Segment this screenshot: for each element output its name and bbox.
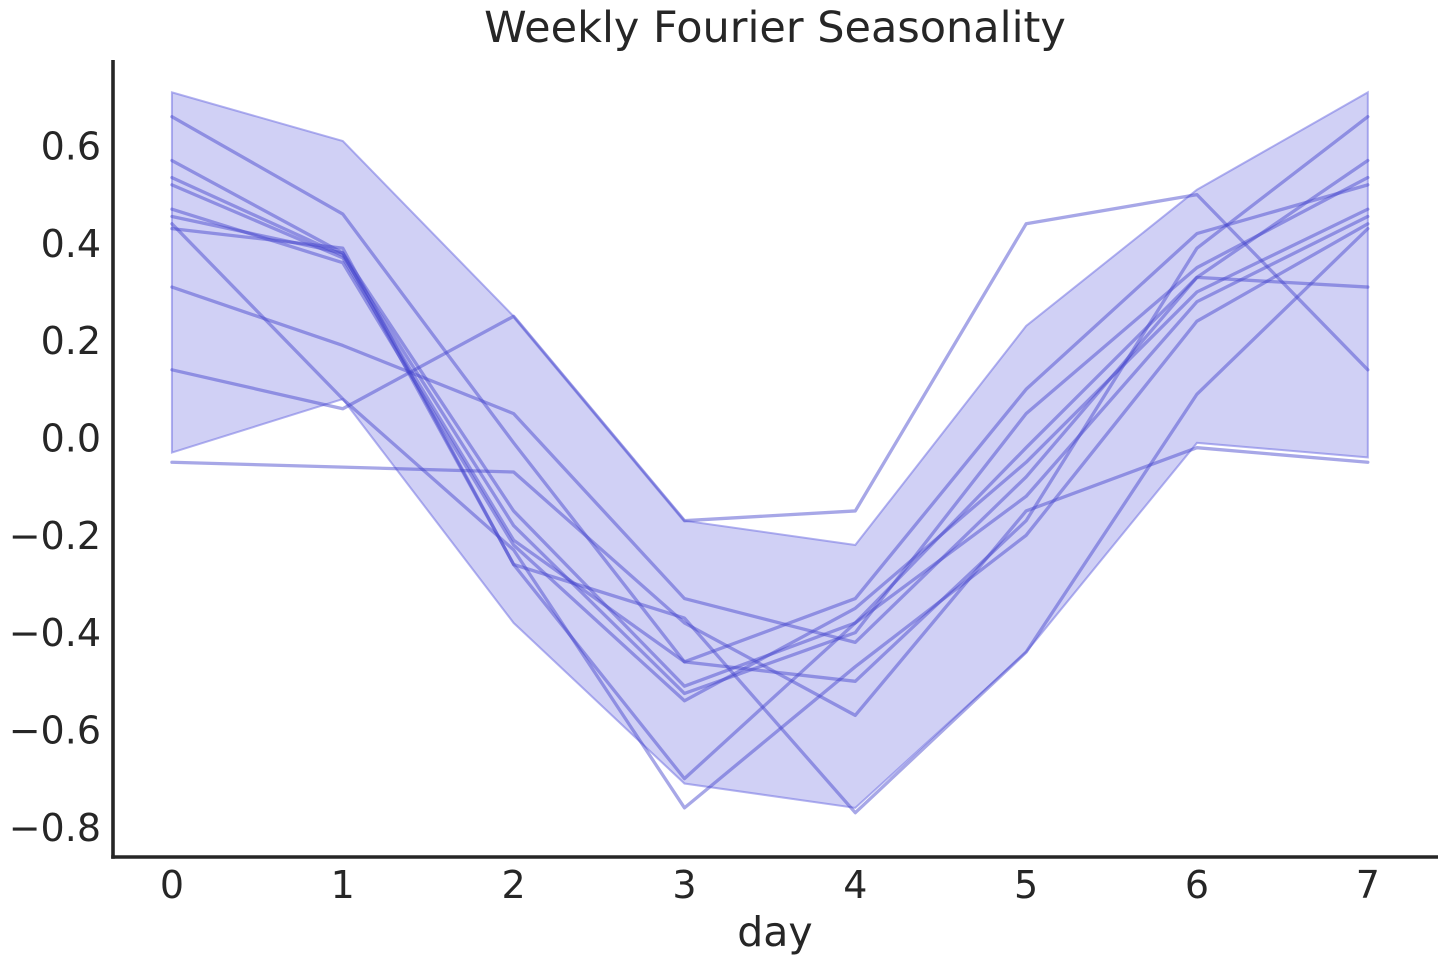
x-tick-label: 3 bbox=[672, 863, 696, 907]
y-tick-label: 0.6 bbox=[41, 124, 101, 168]
x-tick-label: 5 bbox=[1014, 863, 1038, 907]
y-tick-labels: 0.6 0.4 0.2 0.0 −0.2 −0.4 −0.6 −0.8 bbox=[9, 124, 101, 849]
y-tick-label: 0.2 bbox=[41, 319, 101, 363]
x-tick-label: 0 bbox=[160, 863, 184, 907]
sample-line-5 bbox=[170, 207, 1370, 703]
uncertainty-band bbox=[170, 90, 1369, 809]
sample-line-8 bbox=[170, 227, 1370, 815]
x-tick-label: 2 bbox=[502, 863, 526, 907]
sample-line-1 bbox=[170, 115, 1370, 683]
sample-line-10 bbox=[170, 446, 1370, 718]
y-tick-label: −0.8 bbox=[9, 806, 101, 850]
y-tick-label: −0.6 bbox=[9, 708, 101, 752]
y-tick-label: 0.0 bbox=[41, 416, 101, 460]
sample-line-6 bbox=[170, 214, 1370, 781]
sample-line-11 bbox=[170, 275, 1370, 645]
y-tick-label: −0.4 bbox=[9, 611, 101, 655]
x-axis-label: day bbox=[737, 908, 812, 956]
sample-line-7 bbox=[170, 222, 1370, 810]
x-tick-label: 7 bbox=[1356, 863, 1380, 907]
x-tick-label: 4 bbox=[843, 863, 867, 907]
sample-line-4 bbox=[170, 183, 1370, 664]
sample-line-2 bbox=[170, 158, 1370, 688]
uncertainty-band-group bbox=[170, 90, 1369, 809]
x-tick-labels: 0 1 2 3 4 5 6 7 bbox=[160, 863, 1380, 907]
sample-line-3 bbox=[170, 175, 1370, 696]
x-tick-label: 1 bbox=[331, 863, 355, 907]
sample-lines-group bbox=[170, 115, 1370, 815]
y-tick-label: 0.4 bbox=[41, 222, 101, 266]
chart-title: Weekly Fourier Seasonality bbox=[484, 3, 1066, 53]
y-tick-label: −0.2 bbox=[9, 514, 101, 558]
sample-line-9 bbox=[170, 192, 1370, 523]
x-tick-label: 6 bbox=[1185, 863, 1209, 907]
